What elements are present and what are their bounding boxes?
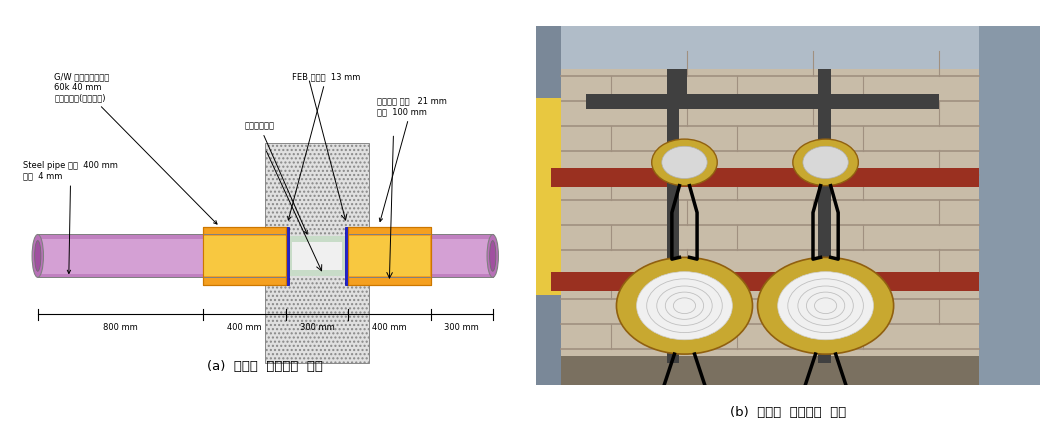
Bar — [551, 272, 979, 291]
Bar — [265, 142, 368, 363]
Text: 미네달즐 두께   21 mm
길이  100 mm: 미네달즐 두께 21 mm 길이 100 mm — [377, 97, 447, 222]
Text: 400 mm: 400 mm — [227, 323, 262, 332]
Circle shape — [793, 139, 858, 186]
Text: 800 mm: 800 mm — [103, 323, 138, 332]
Bar — [285, 236, 348, 276]
Bar — [586, 94, 939, 109]
Bar — [204, 227, 285, 285]
Bar — [536, 98, 561, 295]
Bar — [348, 227, 431, 285]
Text: 300 mm: 300 mm — [445, 323, 480, 332]
Bar — [551, 168, 979, 187]
Ellipse shape — [35, 241, 41, 271]
Text: (b)  관통재  내화시험  모습: (b) 관통재 내화시험 모습 — [730, 406, 846, 419]
Circle shape — [616, 257, 752, 354]
Circle shape — [778, 272, 873, 340]
Bar — [536, 26, 1040, 69]
Text: FEB 차열재  13 mm: FEB 차열재 13 mm — [288, 72, 361, 220]
Ellipse shape — [487, 235, 499, 277]
Bar — [204, 227, 285, 285]
Bar — [349, 239, 491, 274]
Circle shape — [651, 139, 717, 186]
Circle shape — [637, 272, 732, 340]
Bar — [292, 242, 342, 270]
Text: 300 mm: 300 mm — [299, 323, 334, 332]
Bar — [536, 26, 561, 385]
Text: G/W 그라스흘보온재
60k 40 mm
보온재고정(철사고정): G/W 그라스흘보온재 60k 40 mm 보온재고정(철사고정) — [54, 72, 218, 224]
Circle shape — [758, 257, 893, 354]
Bar — [677, 69, 688, 94]
Bar — [285, 227, 289, 285]
Bar — [345, 227, 348, 285]
Bar — [348, 235, 492, 277]
Bar — [979, 26, 1040, 385]
Text: (a)  관통재  내화시험  도면: (a) 관통재 내화시험 도면 — [207, 360, 324, 373]
Bar — [818, 69, 828, 94]
Bar — [38, 235, 285, 277]
Ellipse shape — [489, 241, 495, 271]
Bar — [348, 236, 431, 276]
Bar — [666, 69, 679, 363]
Text: Steel pipe 내경  400 mm
두께  4 mm: Steel pipe 내경 400 mm 두께 4 mm — [23, 161, 118, 274]
Bar — [348, 227, 431, 285]
Circle shape — [662, 146, 707, 178]
Bar — [818, 69, 831, 363]
Text: 400 mm: 400 mm — [372, 323, 406, 332]
Bar — [39, 239, 285, 274]
Bar — [561, 69, 979, 356]
Text: 실리콘실란트: 실리콘실란트 — [245, 121, 308, 234]
Bar — [204, 236, 285, 276]
Circle shape — [803, 146, 848, 178]
Ellipse shape — [32, 235, 44, 277]
